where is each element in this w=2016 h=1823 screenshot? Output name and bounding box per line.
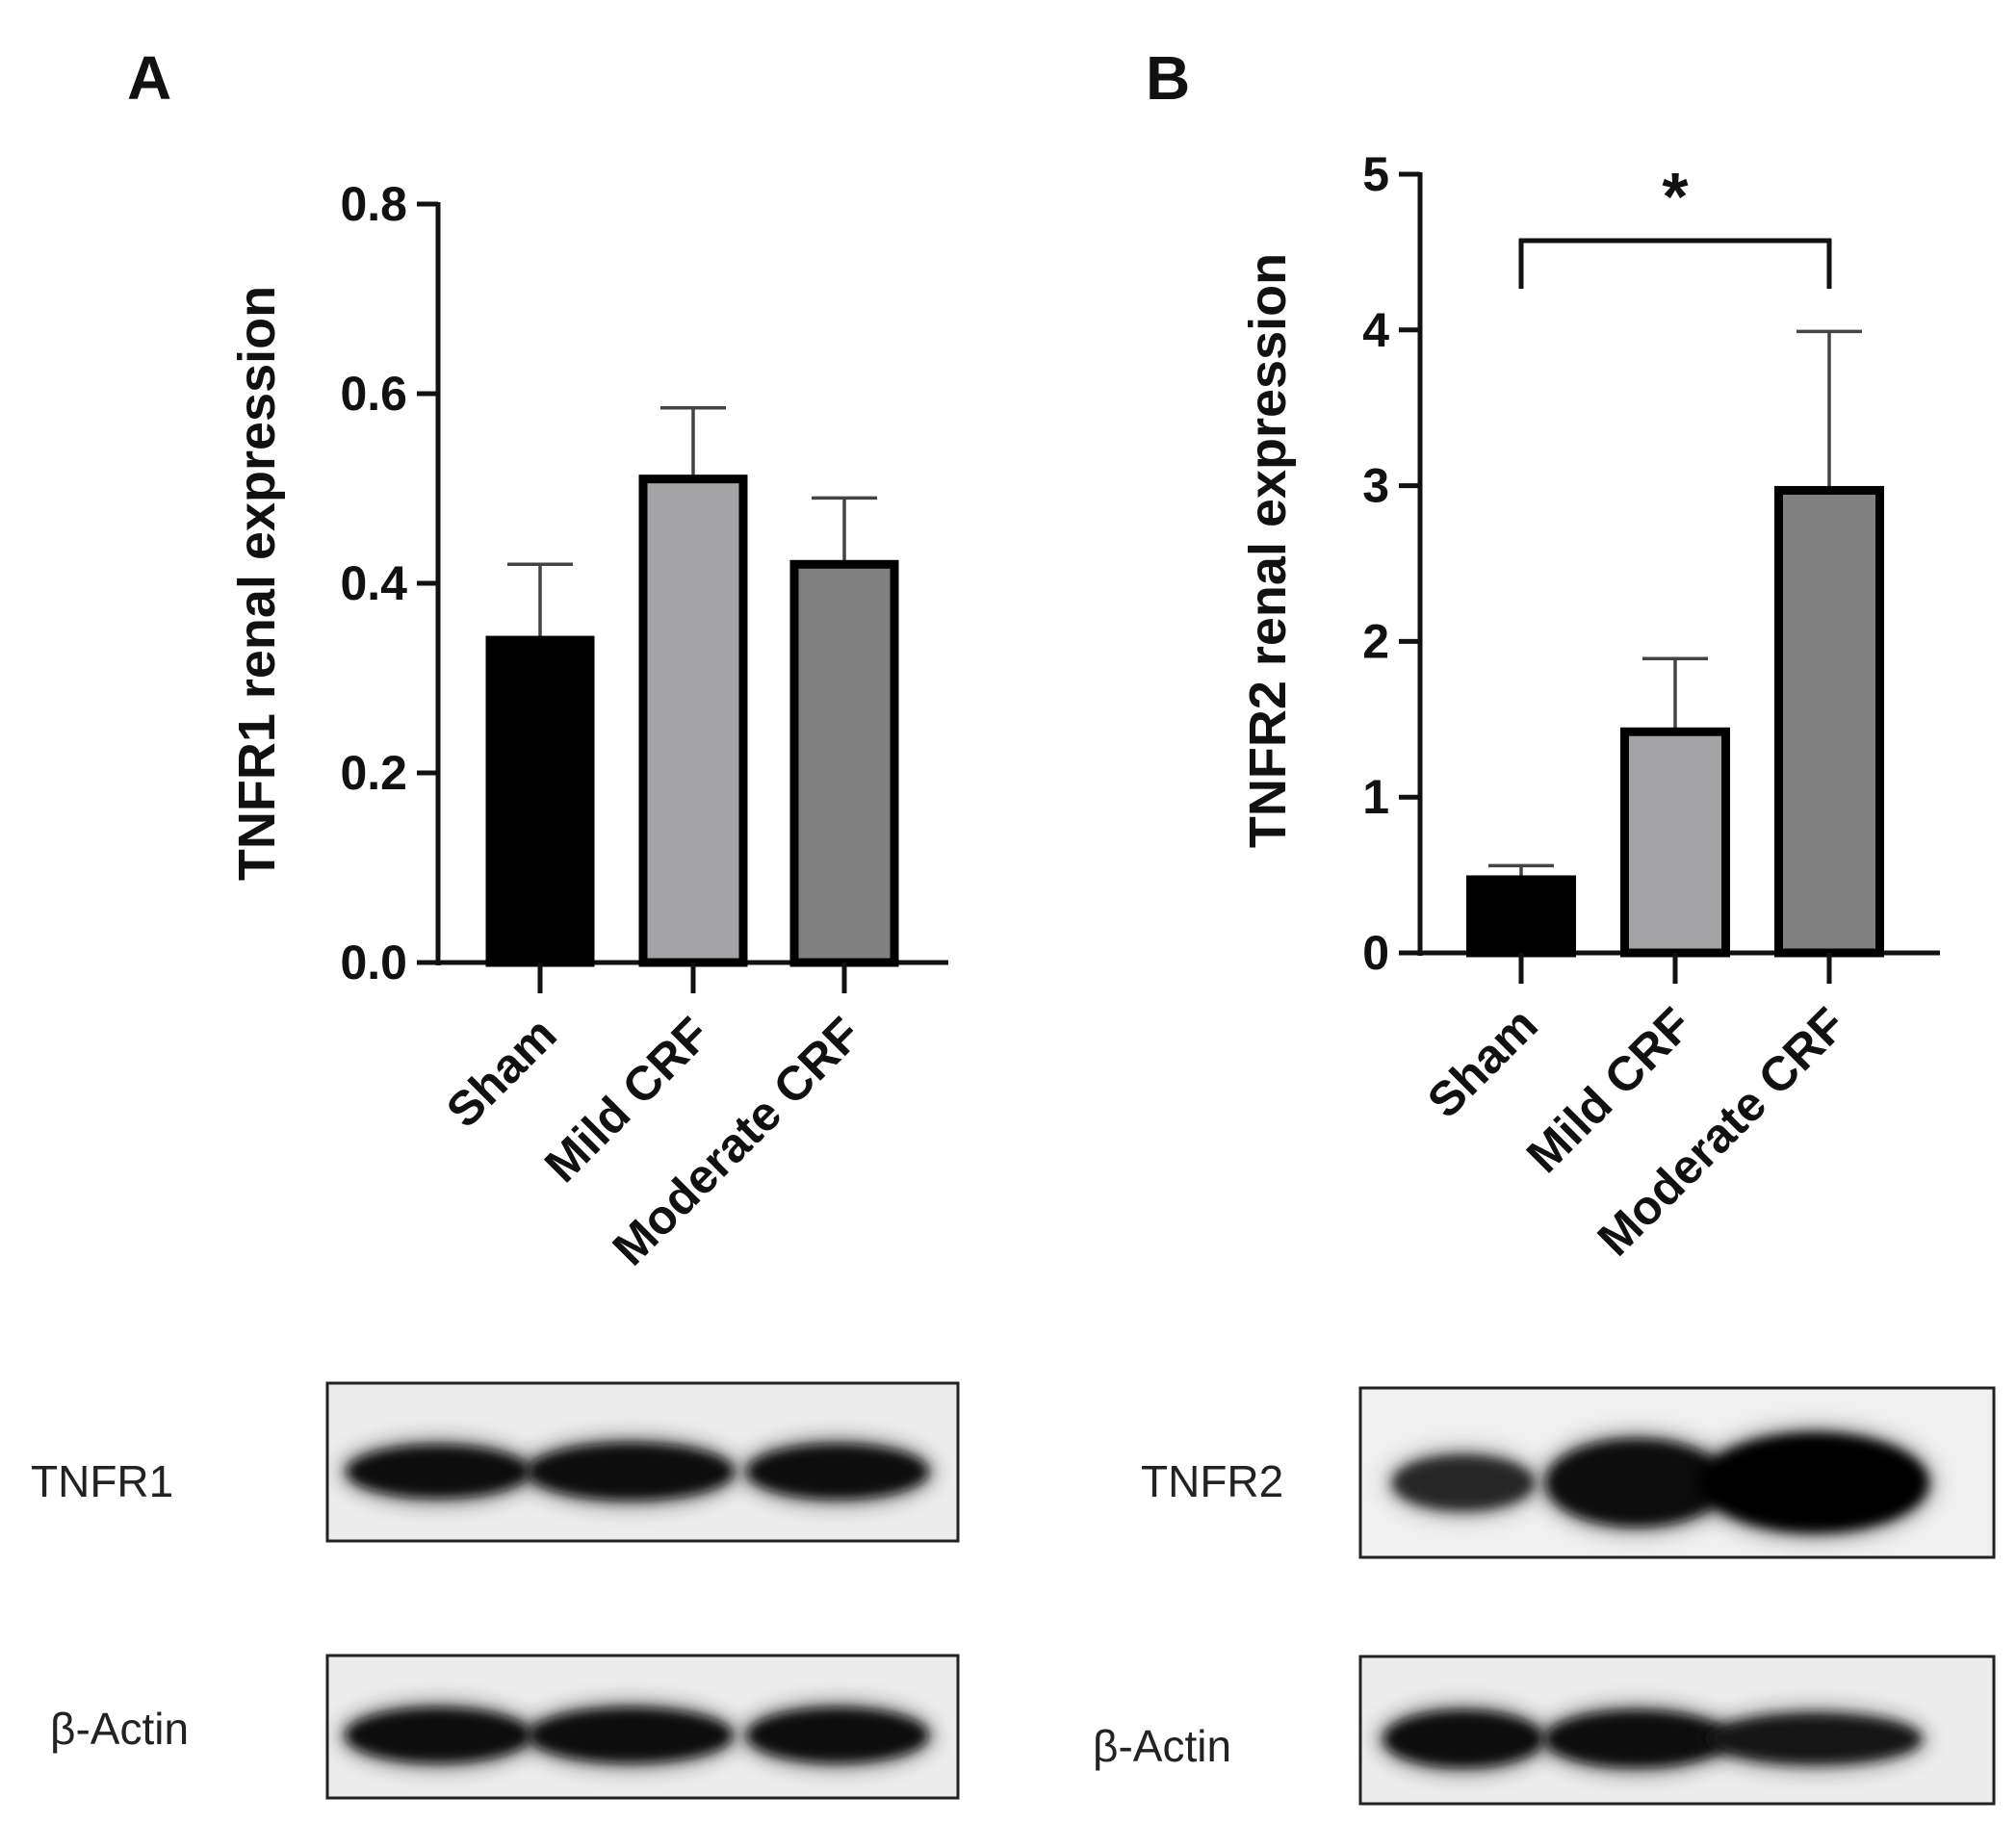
blot-frame <box>1358 1386 1996 1559</box>
blot-label: TNFR1 <box>31 1456 173 1506</box>
x-tick-label: Sham <box>436 1007 567 1138</box>
blot-label: TNFR2 <box>1141 1456 1283 1506</box>
band <box>1392 1454 1535 1511</box>
band <box>529 1707 733 1763</box>
y-axis-label: TNFR2 renal expression <box>1239 253 1297 848</box>
significance-marker: * <box>1662 159 1689 234</box>
panel-a-letter: A <box>127 43 171 113</box>
bar-moderate-crf <box>1774 485 1884 958</box>
band <box>746 1444 929 1500</box>
band <box>1701 1432 1928 1533</box>
band <box>1383 1709 1543 1768</box>
y-tick-label: 2 <box>1362 614 1389 668</box>
panel-a-blots: TNFR1 β-Actin <box>31 1381 960 1800</box>
y-tick-label: 4 <box>1362 303 1389 357</box>
y-tick-label: 0 <box>1362 926 1389 980</box>
blot-target: TNFR1 <box>31 1381 960 1543</box>
bar-sham <box>485 635 595 967</box>
x-tick-label: Sham <box>1417 997 1548 1128</box>
blot-target: TNFR2 <box>1141 1386 1996 1559</box>
blot-loading-control: β-Actin <box>50 1654 960 1800</box>
y-tick-label: 0.0 <box>340 936 407 989</box>
blot-frame <box>325 1381 960 1543</box>
bar-sham <box>1466 875 1576 958</box>
band <box>1544 1709 1729 1768</box>
band <box>345 1707 531 1763</box>
y-tick-label: 0.6 <box>340 367 407 421</box>
y-axis-label: TNFR1 renal expression <box>228 286 286 881</box>
band <box>1708 1713 1922 1765</box>
panel-a: A 0.0 0.2 0.4 0.6 0.8 TNFR1 renal expression S… <box>31 43 960 1800</box>
significance-bracket <box>1518 238 1832 289</box>
panel-a-plot: 0.0 0.2 0.4 0.6 0.8 TNFR1 renal expression Sha… <box>228 177 948 1275</box>
band <box>1545 1438 1728 1528</box>
band <box>527 1443 735 1501</box>
bar-mild-crf <box>1620 727 1730 958</box>
blot-frame <box>325 1654 960 1800</box>
bar-moderate-crf <box>789 559 899 967</box>
y-tick-label: 1 <box>1362 770 1389 824</box>
y-tick-label: 0.2 <box>340 746 407 800</box>
panel-b-blots: TNFR2 β-Actin <box>1093 1386 1996 1806</box>
y-tick-label: 5 <box>1362 147 1389 201</box>
y-tick-label: 3 <box>1362 459 1389 513</box>
blot-loading-control: β-Actin <box>1093 1655 1996 1806</box>
blot-label: β-Actin <box>1093 1721 1231 1771</box>
bar-mild-crf <box>638 475 748 967</box>
y-tick-label: 0.8 <box>340 177 407 231</box>
panel-b-letter: B <box>1146 43 1190 113</box>
band <box>347 1445 530 1499</box>
blot-frame <box>1358 1655 1996 1806</box>
blot-label: β-Actin <box>50 1704 189 1754</box>
y-tick-label: 0.4 <box>340 556 407 610</box>
band <box>746 1707 929 1763</box>
